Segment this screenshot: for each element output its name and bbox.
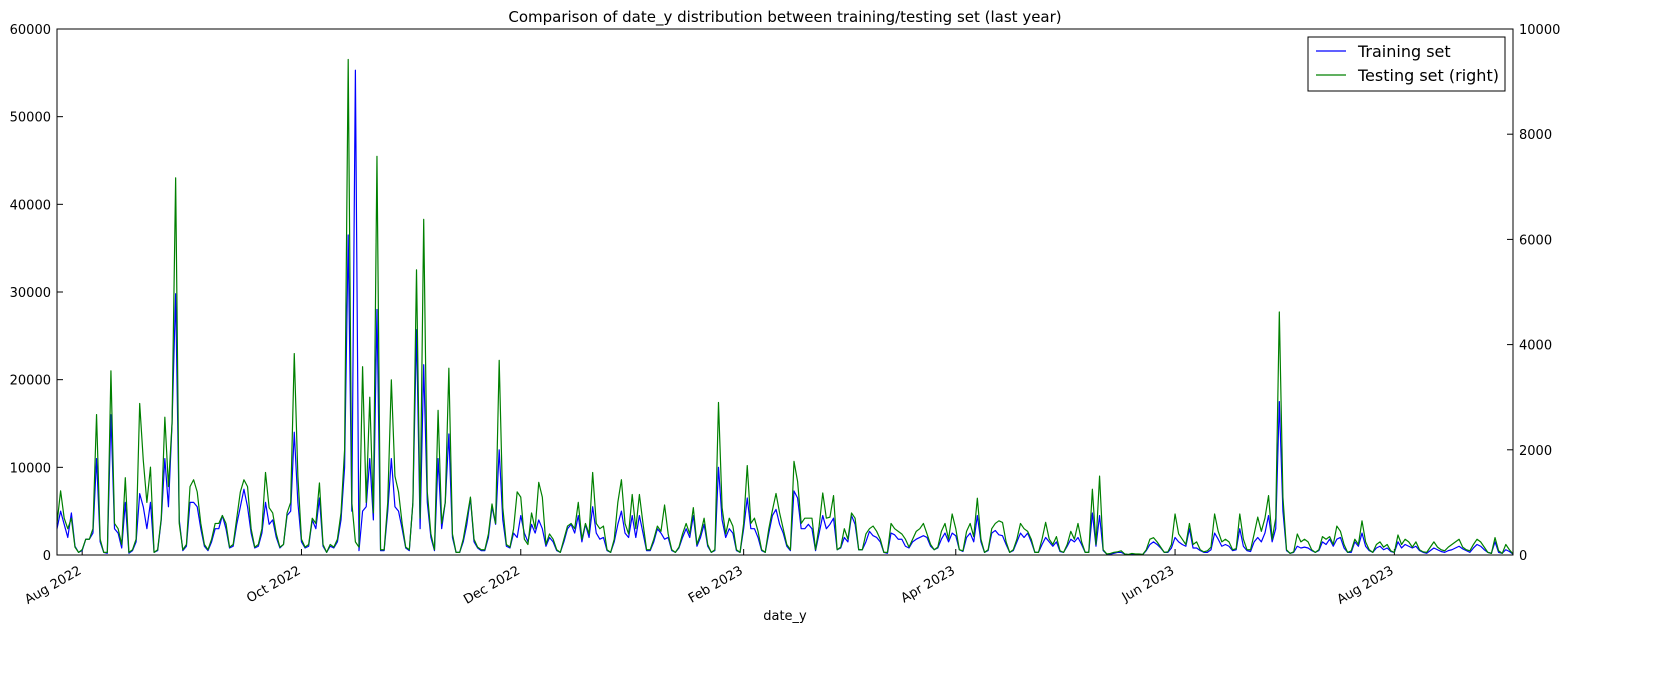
chart-title: Comparison of date_y distribution betwee… xyxy=(508,8,1061,27)
y-tick-label: 40000 xyxy=(10,198,51,213)
y-tick-label: 30000 xyxy=(10,286,51,301)
legend-label: Training set xyxy=(1357,42,1451,61)
x-axis-label: date_y xyxy=(763,609,807,624)
y-tick-label: 60000 xyxy=(10,23,51,38)
series-line xyxy=(56,69,1514,556)
series-line xyxy=(56,58,1514,556)
y2-tick-label: 4000 xyxy=(1519,339,1552,354)
y-tick-label: 0 xyxy=(43,549,51,564)
y-tick-label: 20000 xyxy=(10,374,51,389)
y2-tick-label: 10000 xyxy=(1519,23,1560,38)
y2-tick-label: 6000 xyxy=(1519,233,1552,248)
plot-frame xyxy=(56,28,1514,556)
y-tick-label: 10000 xyxy=(10,461,51,476)
y2-tick-label: 2000 xyxy=(1519,444,1552,459)
legend-box xyxy=(1307,36,1506,92)
legend-label: Testing set (right) xyxy=(1357,66,1499,85)
y2-tick-label: 0 xyxy=(1519,549,1527,564)
y-tick-label: 50000 xyxy=(10,111,51,126)
y2-tick-label: 8000 xyxy=(1519,128,1552,143)
